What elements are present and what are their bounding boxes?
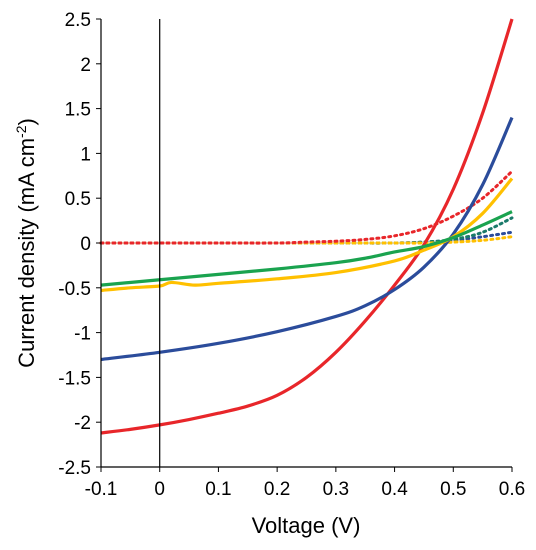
light-curve-4 [100, 18, 514, 435]
dark-curve-2 [99, 235, 514, 245]
y-tick-label: -2.5 [58, 458, 91, 479]
x-tick-label: -0.1 [85, 479, 118, 500]
light-curve-7 [100, 210, 513, 287]
y-tick-label: -1 [74, 324, 91, 345]
dark-curve-3 [99, 169, 514, 245]
y-tick-label: -1.5 [58, 368, 91, 389]
y-tick-label: 0 [80, 234, 91, 255]
series-layer [99, 18, 514, 435]
x-tick-label: 0 [154, 479, 165, 500]
y-axis-title-superscript: -2 [13, 125, 29, 138]
y-tick-label: 0.5 [65, 189, 91, 210]
x-tick-label: 0.5 [440, 479, 466, 500]
y-tick-label: 2.5 [65, 10, 91, 31]
light-curve-5 [100, 116, 514, 362]
x-tick-label: 0.1 [205, 479, 231, 500]
y-tick-label: -2 [74, 413, 91, 434]
x-tick-label: 0.4 [381, 479, 408, 500]
x-tick-label: 0.3 [323, 479, 349, 500]
x-axis-title: Voltage (V) [252, 513, 361, 538]
x-tick-label: 0.2 [264, 479, 290, 500]
y-tick-label: 1 [80, 144, 91, 165]
y-tick-label: 1.5 [65, 100, 91, 121]
x-tick-label: 0.6 [499, 479, 525, 500]
axes-layer: -0.1 0 0.1 0.2 0.3 0.4 0.5 0.6 -2.5 -2 -1.5 -1 -0.5 0… [58, 10, 525, 500]
y-axis-title-main: Current density (mA cm [14, 138, 39, 368]
y-tick-label: -0.5 [58, 279, 91, 300]
y-axis-title-end: ) [14, 118, 39, 125]
y-axis-title: Current density (mA cm-2) [13, 118, 39, 368]
y-tick-label: 2 [80, 55, 91, 76]
